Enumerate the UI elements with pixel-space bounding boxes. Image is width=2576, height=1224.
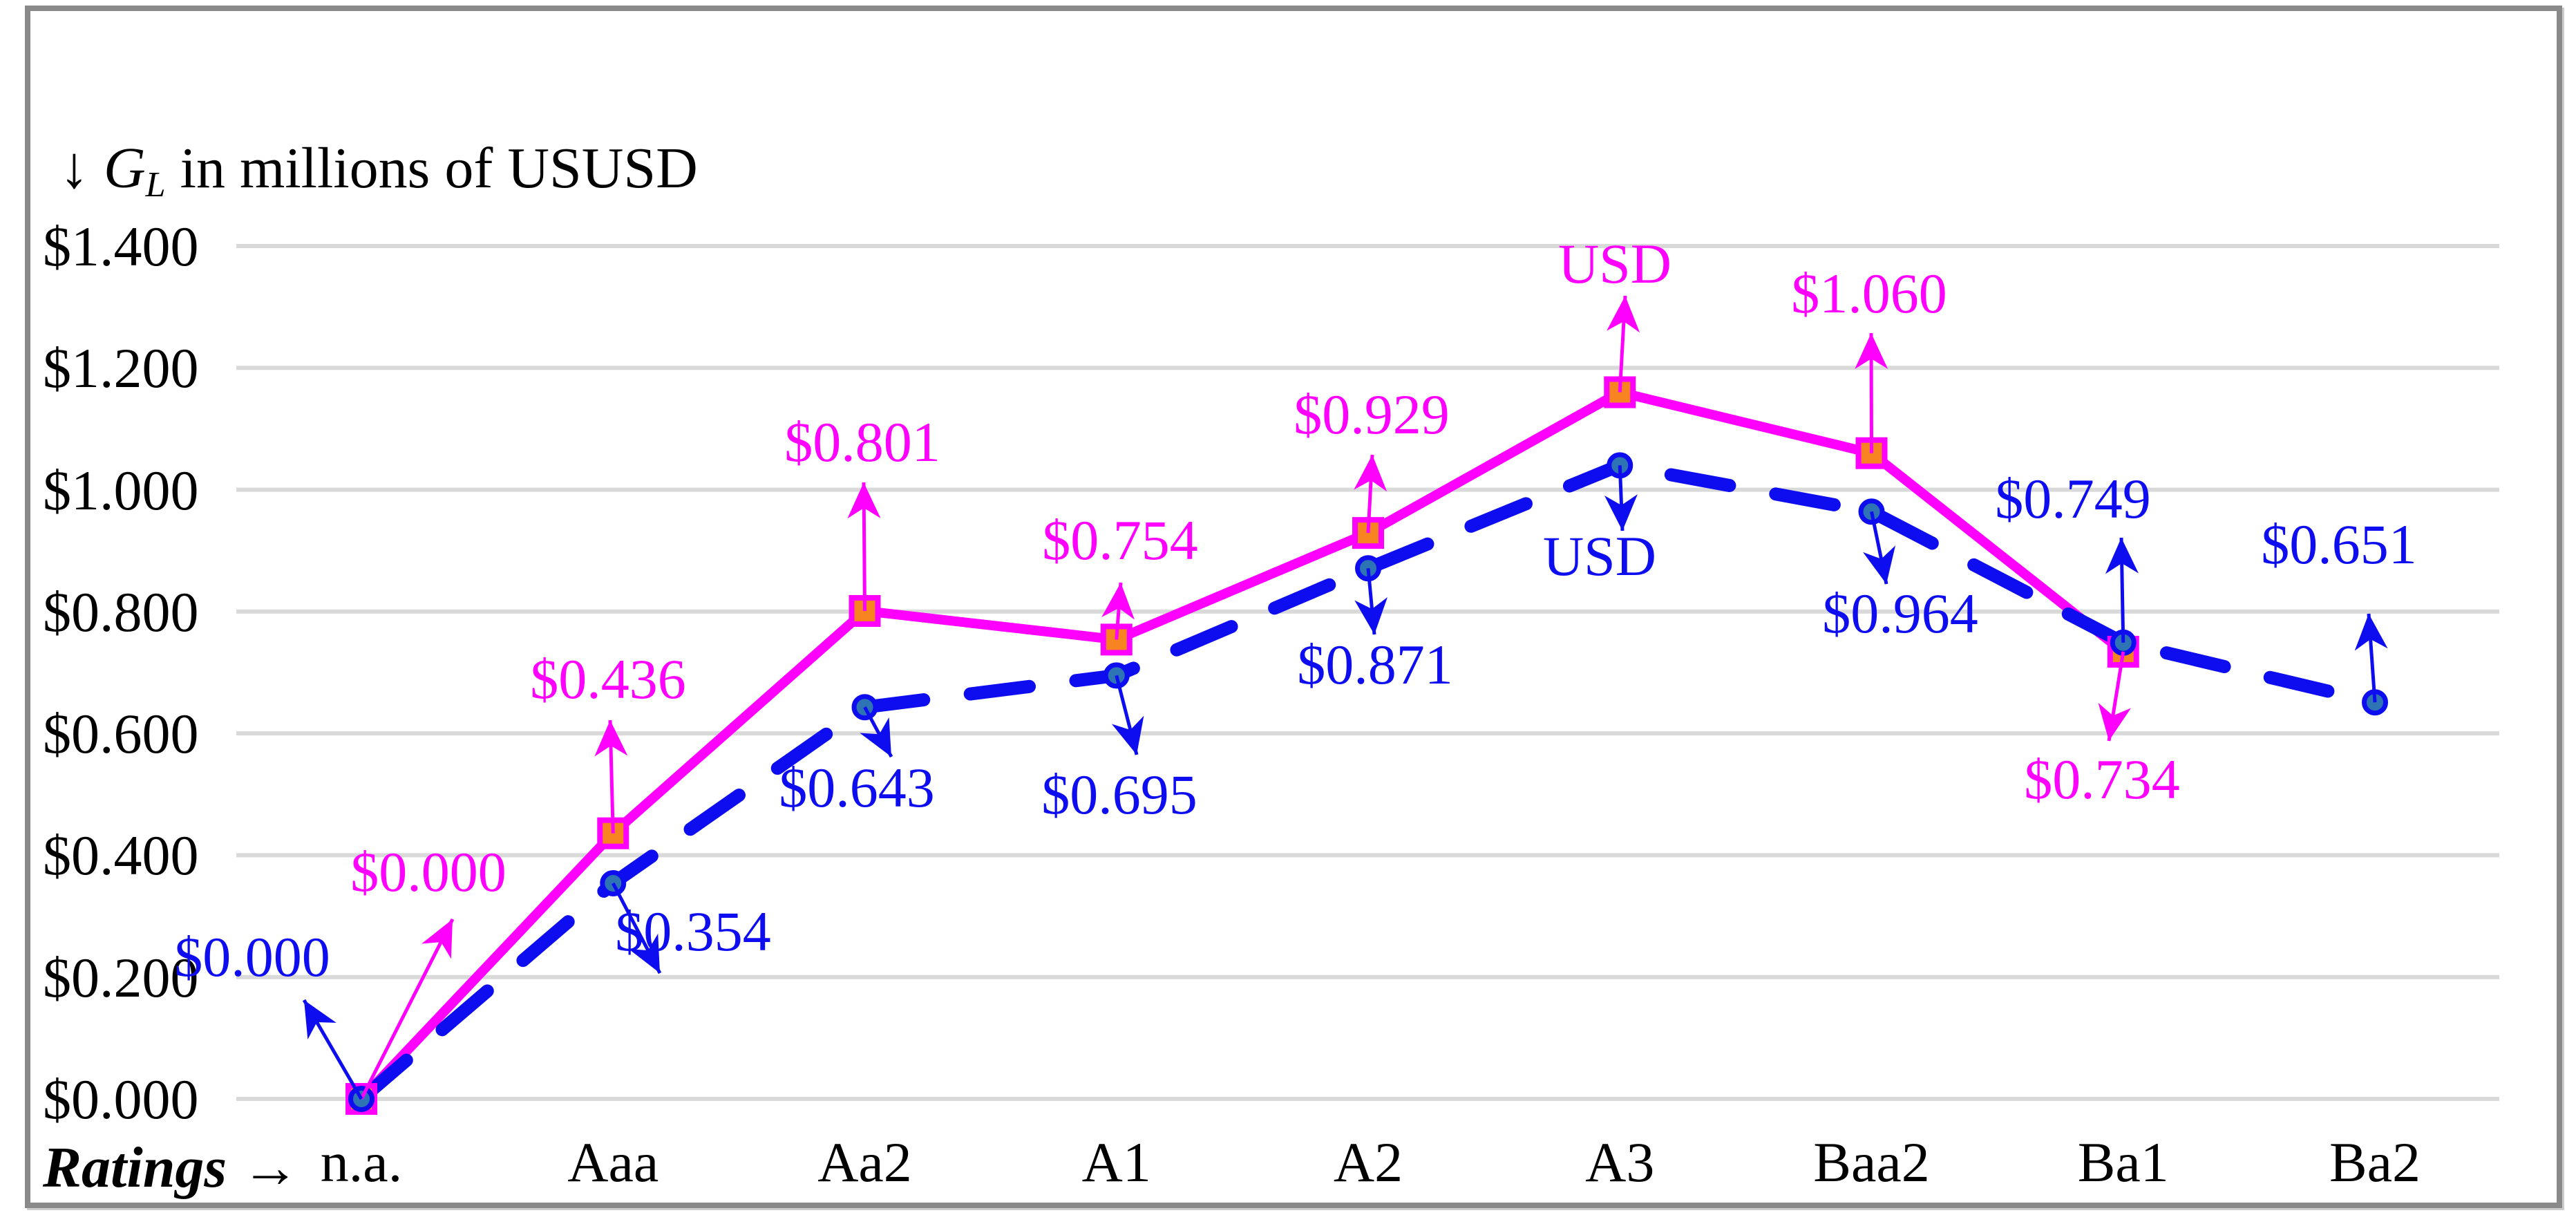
annotation-arrow bbox=[302, 999, 363, 1100]
point-label: $0.871 bbox=[1297, 633, 1453, 696]
x-category-label: Ba2 bbox=[2329, 1131, 2421, 1194]
annotation-arrow bbox=[847, 482, 881, 611]
y-tick-label: $1.000 bbox=[43, 458, 199, 522]
point-label: $0.749 bbox=[1995, 467, 2151, 530]
point-label: $0.754 bbox=[1042, 509, 1198, 572]
series-line-magenta-solid-squares bbox=[357, 387, 2128, 1104]
annotation-arrow bbox=[612, 882, 662, 975]
point-label: $1.060 bbox=[1791, 262, 1947, 325]
annotation-arrow bbox=[594, 719, 628, 834]
x-category-label: A2 bbox=[1333, 1131, 1403, 1194]
y-tick-label: $0.000 bbox=[43, 1068, 199, 1131]
annotation-arrow bbox=[359, 918, 455, 1100]
point-label: $0.354 bbox=[615, 900, 771, 963]
annotation-arrow bbox=[1604, 465, 1638, 531]
chart-title: ↓ GL in millions of USUSD bbox=[59, 133, 698, 205]
y-tick-label: $1.200 bbox=[43, 337, 199, 400]
annotation-arrow bbox=[1354, 568, 1388, 635]
point-label: $0.000 bbox=[350, 840, 506, 903]
y-tick-label: $0.800 bbox=[43, 580, 199, 643]
point-label: USD bbox=[1557, 232, 1672, 295]
y-tick-label: $0.400 bbox=[43, 824, 199, 887]
annotation-arrow bbox=[1863, 511, 1896, 585]
title-rest: in millions of USUSD bbox=[165, 136, 698, 200]
annotation-arrow bbox=[1607, 295, 1640, 393]
point-label: $0.651 bbox=[2261, 513, 2417, 576]
annotation-arrow bbox=[1111, 675, 1144, 755]
y-tick-label: $0.200 bbox=[43, 945, 199, 1009]
title-g-subscript: L bbox=[145, 165, 166, 205]
y-tick-label: $0.600 bbox=[43, 702, 199, 766]
point-label: $0.734 bbox=[2024, 748, 2180, 811]
point-label: $0.643 bbox=[779, 756, 935, 819]
point-label: $0.801 bbox=[784, 411, 940, 473]
down-arrow-icon: ↓ bbox=[59, 134, 89, 200]
point-label: $0.964 bbox=[1822, 582, 1978, 645]
y-tick-label: $1.400 bbox=[43, 215, 199, 278]
point-label: USD bbox=[1542, 525, 1657, 587]
title-g-variable: G bbox=[104, 136, 146, 200]
annotation-arrow bbox=[1101, 582, 1135, 640]
right-arrow-icon: → bbox=[241, 1136, 300, 1200]
x-category-label: A3 bbox=[1585, 1131, 1655, 1194]
x-category-label: A1 bbox=[1081, 1131, 1151, 1194]
point-label: $0.695 bbox=[1041, 763, 1197, 826]
annotation-arrow bbox=[1354, 454, 1388, 534]
annotation-arrow bbox=[860, 706, 893, 758]
annotation-arrow bbox=[2098, 651, 2131, 742]
chart-border-frame bbox=[25, 6, 2562, 1208]
x-axis-title: Ratings → bbox=[43, 1137, 299, 1199]
point-label: $0.000 bbox=[174, 925, 330, 988]
x-category-label: n.a. bbox=[320, 1131, 403, 1194]
annotation-arrow bbox=[2105, 537, 2139, 643]
annotation-arrow bbox=[2354, 613, 2388, 703]
ratings-word: Ratings bbox=[43, 1136, 227, 1200]
x-category-label: Aa2 bbox=[817, 1131, 912, 1194]
annotation-arrow bbox=[1855, 332, 1888, 453]
x-category-label: Ba1 bbox=[2077, 1131, 2169, 1194]
point-label: $0.929 bbox=[1294, 383, 1450, 446]
x-category-label: Baa2 bbox=[1813, 1131, 1930, 1194]
x-category-label: Aaa bbox=[567, 1131, 659, 1194]
point-label: $0.436 bbox=[530, 648, 686, 710]
